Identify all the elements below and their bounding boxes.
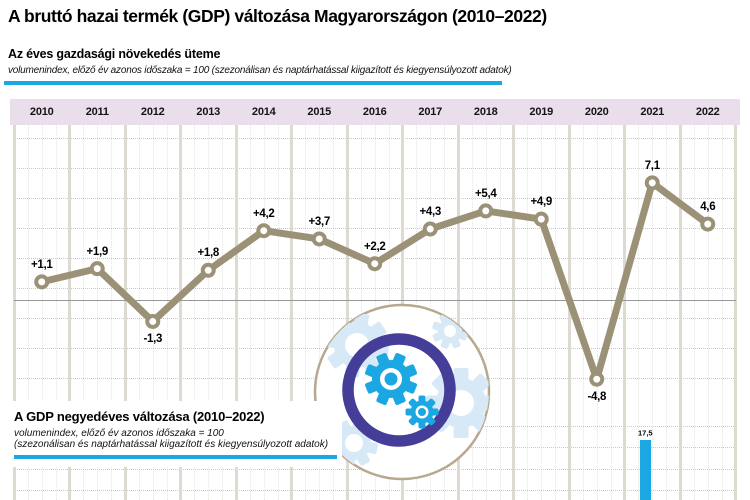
data-point-marker: [644, 175, 660, 191]
annual-accent-underline: [4, 81, 502, 85]
column-separator: [734, 124, 737, 500]
data-point-marker: [422, 221, 438, 237]
column-separator: [623, 124, 626, 500]
year-label: 2019: [529, 105, 554, 118]
year-label: 2020: [584, 105, 609, 118]
annual-subheading: volumenindex, előző év azonos időszaka =…: [8, 65, 512, 76]
column-separator: [68, 124, 71, 500]
h-gridline: [14, 138, 736, 139]
quarter-gridline: [527, 124, 529, 500]
data-point-marker: [700, 216, 716, 232]
quarter-gridline: [83, 124, 85, 500]
quarter-gridline: [319, 124, 321, 500]
year-label: 2016: [362, 105, 387, 118]
h-gridline: [14, 228, 736, 229]
gears-icon: [313, 303, 491, 481]
quarter-gridline: [610, 124, 612, 500]
h-gridline: [14, 490, 736, 491]
gear-shape: [365, 353, 417, 405]
quarter-gridline: [485, 124, 487, 500]
data-point-marker: [89, 261, 105, 277]
quarter-gridline: [55, 124, 57, 500]
data-point-marker: [311, 231, 327, 247]
quarterly-subheading-line2: (szezonálisan és naptárhatással kiigazít…: [14, 439, 329, 450]
column-separator: [678, 124, 682, 500]
quarter-gridline: [194, 124, 196, 500]
quarterly-section-box: A GDP negyedéves változása (2010–2022) v…: [0, 401, 342, 467]
quarter-gridline: [333, 124, 335, 500]
year-label: 2010: [29, 105, 54, 118]
quarter-gridline: [305, 124, 307, 500]
quarterly-heading: A GDP negyedéves változása (2010–2022): [14, 409, 265, 424]
h-gridline: [14, 198, 736, 199]
column-separator: [123, 124, 127, 500]
quarter-gridline: [97, 124, 99, 500]
quarterly-bar-label: 17,5: [638, 428, 653, 438]
quarter-gridline: [582, 124, 584, 500]
year-label: 2013: [196, 105, 221, 118]
quarter-gridline: [222, 124, 224, 500]
quarter-gridline: [277, 124, 279, 500]
quarterly-bar: [639, 439, 651, 500]
data-point-marker: [478, 203, 494, 219]
quarter-gridline: [471, 124, 473, 500]
quarterly-subheading-line1: volumenindex, előző év azonos időszaka =…: [14, 428, 224, 439]
quarter-gridline: [555, 124, 557, 500]
quarter-gridline: [541, 124, 543, 500]
data-point-marker: [367, 256, 383, 272]
year-label: 2015: [307, 105, 332, 118]
column-separator: [456, 124, 460, 500]
column-separator: [512, 124, 515, 500]
data-point-marker: [256, 223, 272, 239]
quarter-gridline: [499, 124, 501, 500]
data-point-marker: [200, 262, 216, 278]
h-gridline: [14, 288, 736, 289]
quarter-gridline: [444, 124, 446, 500]
quarter-gridline: [249, 124, 251, 500]
quarter-gridline: [41, 124, 43, 500]
year-label: 2021: [640, 105, 665, 118]
quarter-gridline: [693, 124, 695, 500]
column-separator: [234, 124, 238, 500]
quarterly-accent-underline: [14, 455, 337, 459]
quarter-gridline: [652, 124, 654, 500]
data-point-marker: [145, 313, 161, 329]
year-label: 2012: [140, 105, 165, 118]
zero-line: [14, 300, 736, 301]
quarter-gridline: [707, 124, 709, 500]
quarter-gridline: [27, 124, 29, 500]
indigo-ring: [342, 333, 456, 447]
annual-heading: Az éves gazdasági növekedés üteme: [8, 47, 221, 61]
gear-shape: [405, 395, 439, 429]
data-point-marker: [533, 211, 549, 227]
quarter-gridline: [111, 124, 113, 500]
column-separator: [567, 124, 571, 500]
column-separator: [12, 124, 16, 500]
quarter-gridline: [263, 124, 265, 500]
page-title: A bruttó hazai termék (GDP) változása Ma…: [8, 6, 547, 26]
quarter-gridline: [208, 124, 210, 500]
quarter-gridline: [152, 124, 154, 500]
quarter-gridline: [721, 124, 723, 500]
quarter-gridline: [666, 124, 668, 500]
quarter-gridline: [360, 124, 362, 500]
year-label: 2022: [695, 105, 720, 118]
data-point-marker: [589, 371, 605, 387]
data-point-marker: [34, 274, 50, 290]
year-label: 2017: [418, 105, 443, 118]
column-separator: [290, 124, 293, 500]
column-separator: [179, 124, 182, 500]
column-separator: [345, 124, 349, 500]
h-gridline: [14, 168, 736, 169]
year-label: 2018: [473, 105, 498, 118]
quarter-gridline: [596, 124, 598, 500]
year-label: 2011: [85, 105, 109, 118]
year-label: 2014: [251, 105, 276, 118]
year-header-band: 2010 2011 2012 2013 2014 2015 2016 2017 2018 2019…: [10, 99, 740, 125]
quarter-gridline: [638, 124, 640, 500]
